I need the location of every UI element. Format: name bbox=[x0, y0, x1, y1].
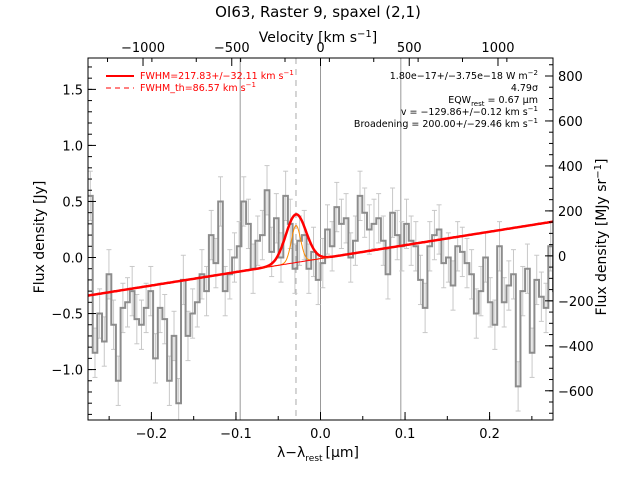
continuum-line bbox=[88, 221, 553, 297]
y2-tick-label: 0 bbox=[558, 250, 566, 265]
top-axis-label-end: ] bbox=[372, 30, 377, 46]
y2-tick-label: −200 bbox=[558, 295, 594, 310]
y2-axis-label: Flux density [MJy sr−1] bbox=[593, 158, 610, 315]
legend: FWHM=217.83+/−32.11 km s−1 FWHM_th=86.57… bbox=[106, 69, 294, 94]
chart-title: OI63, Raster 9, spaxel (2,1) bbox=[215, 3, 421, 21]
axes: −0.2 −0.1 0.0 0.1 0.2 −1000 −500 0 500 1000 −1.0 −0… bbox=[51, 41, 593, 442]
annotation-velocity-exp: −1 bbox=[528, 105, 538, 113]
annotation-velocity: v = −129.86+/−0.12 km s−1 bbox=[401, 105, 538, 118]
plot-clip-group bbox=[88, 58, 553, 420]
annotation-flux-text: 1.80e−17+/−3.75e−18 W m bbox=[390, 71, 528, 82]
fit-annotations: 1.80e−17+/−3.75e−18 W m−2 4.79σ EQWrest … bbox=[354, 69, 538, 130]
annotation-velocity-text: v = −129.86+/−0.12 km s bbox=[401, 107, 528, 118]
y-tick-label: 1.0 bbox=[62, 139, 83, 154]
legend-fwhm-exp: −1 bbox=[283, 69, 293, 77]
plot-area bbox=[88, 58, 553, 420]
legend-fwhm-th-text: FWHM_th=86.57 km s bbox=[140, 83, 246, 94]
annotation-broadening-text: Broadening = 200.00+/−29.46 km s bbox=[354, 119, 528, 130]
annotation-broadening-exp: −1 bbox=[528, 117, 538, 125]
x-axis-label-unit: [μm] bbox=[326, 445, 359, 461]
y2-tick-label: −600 bbox=[558, 385, 594, 400]
legend-fwhm-text: FWHM=217.83+/−32.11 km s bbox=[140, 71, 284, 82]
y-tick-label: 0.0 bbox=[62, 251, 83, 266]
x-axis-label-main: λ−λ bbox=[277, 445, 305, 461]
annotation-eqw: EQWrest = 0.67 μm bbox=[448, 95, 538, 108]
annotation-eqw-text: EQW bbox=[448, 95, 471, 106]
x-tick-label: 0.0 bbox=[310, 427, 331, 442]
x-axis-label-sub: rest bbox=[305, 454, 323, 464]
x2-tick-label: −500 bbox=[214, 41, 250, 56]
y2-tick-label: 200 bbox=[558, 205, 583, 220]
annotation-eqw-sub: rest bbox=[471, 100, 485, 108]
annotation-sigma: 4.79σ bbox=[511, 83, 538, 94]
annotation-broadening: Broadening = 200.00+/−29.46 km s−1 bbox=[354, 117, 538, 130]
y-tick-label: 1.5 bbox=[62, 83, 83, 98]
legend-label-fwhm-th: FWHM_th=86.57 km s−1 bbox=[140, 81, 256, 94]
annotation-flux-exp: −2 bbox=[528, 69, 538, 77]
legend-label-fwhm: FWHM=217.83+/−32.11 km s−1 bbox=[140, 69, 294, 82]
x-axis-label: λ−λrest [μm] bbox=[277, 445, 359, 464]
annotation-eqw-value: = 0.67 μm bbox=[485, 95, 538, 106]
x2-tick-label: 500 bbox=[397, 41, 422, 56]
y-tick-label: −0.5 bbox=[51, 308, 83, 323]
y-tick-label: 0.5 bbox=[62, 195, 83, 210]
legend-fwhm-th-exp: −1 bbox=[246, 81, 256, 89]
x-tick-label: −0.1 bbox=[220, 427, 252, 442]
y2-axis-label-text: Flux density [MJy sr bbox=[594, 178, 610, 315]
top-axis-label: Velocity [km s−1] bbox=[259, 29, 378, 46]
y-tick-label: −1.0 bbox=[51, 364, 83, 379]
y-axis-label: Flux density [Jy] bbox=[32, 181, 48, 294]
x-tick-label: 0.1 bbox=[395, 427, 416, 442]
top-axis-label-exp: −1 bbox=[357, 29, 372, 40]
x-tick-label: −0.2 bbox=[136, 427, 168, 442]
x2-tick-label: 1000 bbox=[481, 41, 514, 56]
top-axis-label-text: Velocity [km s bbox=[259, 30, 357, 46]
y2-tick-label: 800 bbox=[558, 70, 583, 85]
annotation-flux: 1.80e−17+/−3.75e−18 W m−2 bbox=[390, 69, 538, 82]
x2-tick-label: 0 bbox=[316, 41, 324, 56]
x-tick-label: 0.2 bbox=[479, 427, 500, 442]
y2-tick-label: −400 bbox=[558, 340, 594, 355]
x2-tick-label: −1000 bbox=[121, 41, 165, 56]
y2-axis-label-end: ] bbox=[594, 158, 610, 163]
y2-axis-label-exp: −1 bbox=[593, 164, 604, 179]
y2-tick-label: 400 bbox=[558, 160, 583, 175]
y2-tick-label: 600 bbox=[558, 115, 583, 130]
